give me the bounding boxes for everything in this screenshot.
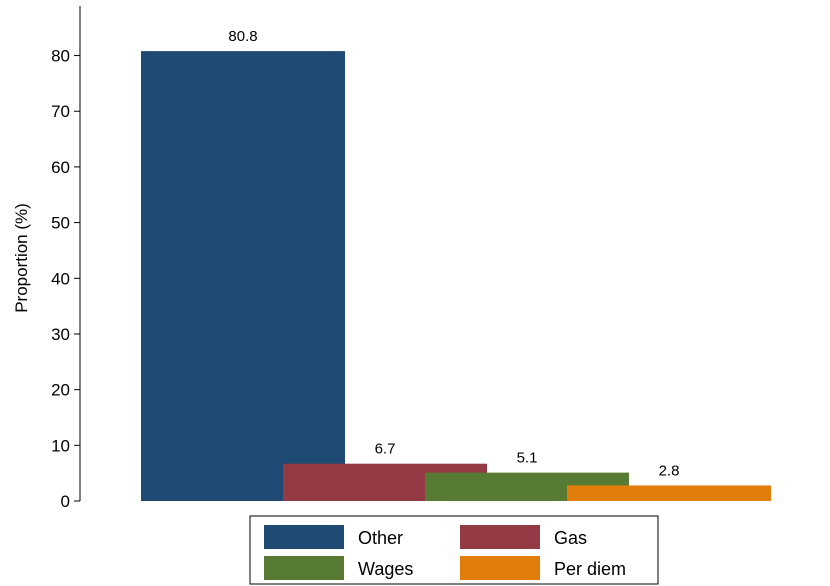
bars-group	[141, 51, 771, 502]
data-label-wages: 5.1	[517, 450, 538, 467]
y-tick-label: 20	[51, 381, 70, 400]
data-labels-group: 80.8 6.7 5.1 2.8	[228, 28, 679, 479]
y-tick-label: 10	[51, 436, 70, 455]
bar-per-diem	[567, 485, 771, 501]
data-label-other: 80.8	[228, 28, 257, 45]
y-tick-label: 40	[51, 269, 70, 288]
y-axis-title: Proportion (%)	[12, 203, 31, 313]
y-tick-label: 30	[51, 325, 70, 344]
legend-label-wages: Wages	[358, 559, 413, 579]
legend-label-other: Other	[358, 528, 403, 548]
legend-swatch-other	[264, 525, 344, 549]
legend: Other Gas Wages Per diem	[249, 515, 659, 585]
y-tick-label: 50	[51, 214, 70, 233]
legend-swatch-wages	[264, 556, 344, 580]
y-tick-label: 60	[51, 158, 70, 177]
legend-swatch-gas	[460, 525, 540, 549]
legend-label-gas: Gas	[554, 528, 587, 548]
y-tick-label: 0	[61, 492, 70, 511]
bar-other	[141, 51, 345, 502]
data-label-gas: 6.7	[375, 441, 396, 458]
legend-label-per-diem: Per diem	[554, 559, 626, 579]
y-tick-label: 80	[51, 47, 70, 66]
legend-swatch-per-diem	[460, 556, 540, 580]
y-tick-label: 70	[51, 102, 70, 121]
y-axis-ticks: 0 10 20 30 40 50 60 70 80	[51, 47, 80, 511]
data-label-per-diem: 2.8	[659, 462, 680, 479]
